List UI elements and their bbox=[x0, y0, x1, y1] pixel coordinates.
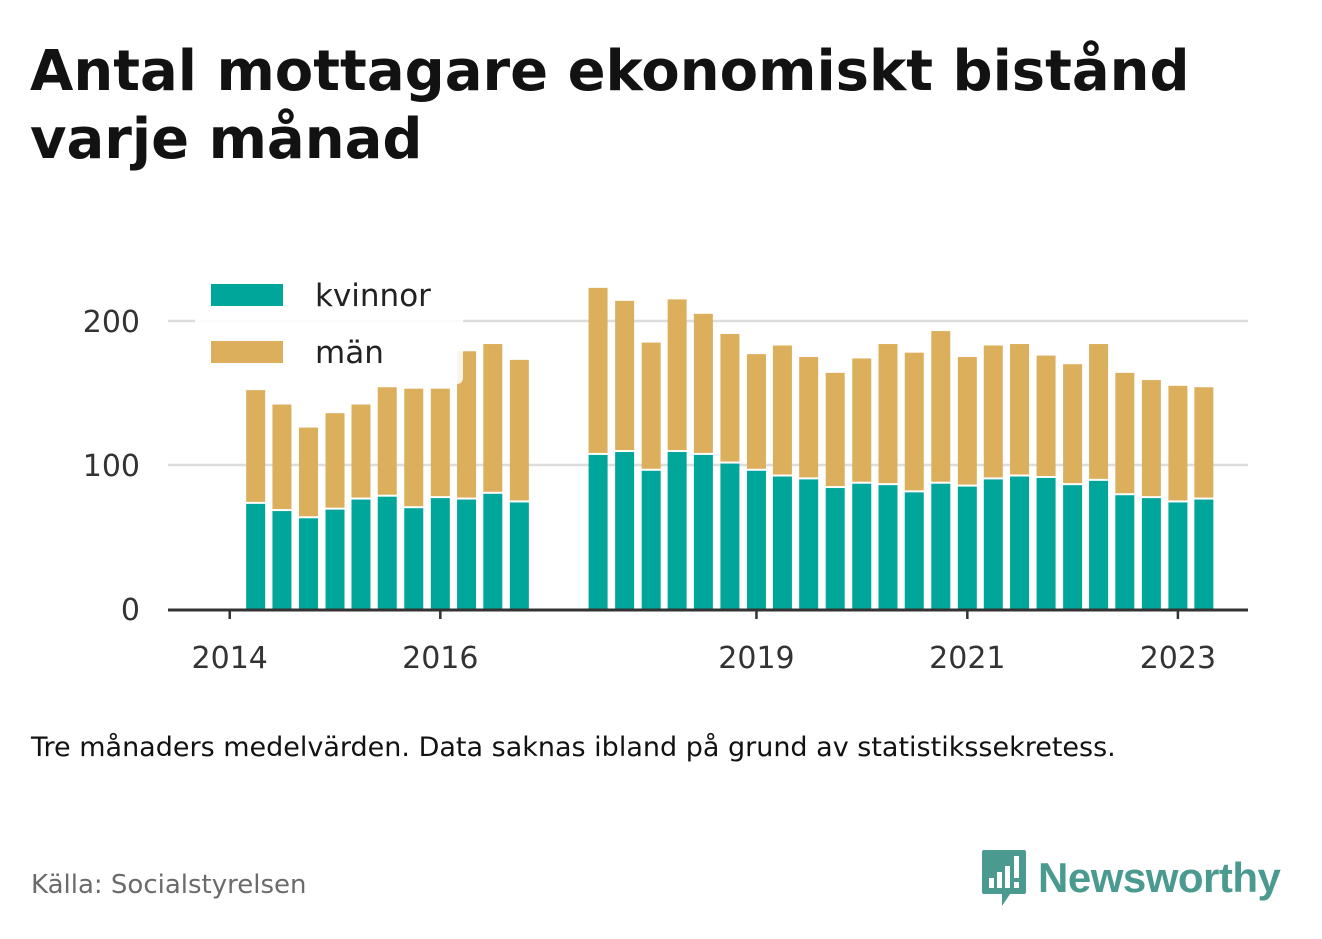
bar-kvinnor bbox=[588, 454, 608, 609]
bar-man bbox=[430, 388, 450, 497]
bar-man bbox=[404, 388, 424, 507]
y-tick-label: 200 bbox=[83, 305, 140, 340]
bar-kvinnor bbox=[931, 483, 951, 609]
bar-man bbox=[772, 345, 792, 475]
y-tick-label: 0 bbox=[121, 593, 140, 628]
x-tick-label: 2014 bbox=[192, 641, 268, 676]
legend: kvinnor män bbox=[195, 272, 463, 384]
bar-kvinnor bbox=[1063, 485, 1083, 609]
bar-man bbox=[1063, 364, 1083, 484]
x-tick-label: 2023 bbox=[1140, 641, 1216, 676]
x-tick-label: 2021 bbox=[929, 641, 1005, 676]
bar-man bbox=[799, 357, 819, 478]
bar-man bbox=[325, 413, 345, 508]
bar-kvinnor bbox=[1036, 477, 1056, 609]
bar-kvinnor bbox=[799, 479, 819, 609]
bar-man bbox=[272, 404, 292, 510]
chart-note: Tre månaders medelvärden. Data saknas ib… bbox=[31, 732, 1116, 763]
bar-man bbox=[615, 300, 635, 451]
bar-kvinnor bbox=[1194, 499, 1214, 609]
bar-kvinnor bbox=[693, 454, 713, 609]
chart-title: Antal mottagare ekonomiskt bistånd varje… bbox=[30, 39, 1190, 172]
bar-kvinnor bbox=[483, 493, 503, 609]
x-tick-label: 2016 bbox=[402, 641, 478, 676]
bar-kvinnor bbox=[377, 496, 397, 609]
bar-kvinnor bbox=[615, 452, 635, 609]
bar-kvinnor bbox=[772, 476, 792, 609]
bar-man bbox=[720, 333, 740, 462]
bar-kvinnor bbox=[878, 485, 898, 609]
bar-kvinnor bbox=[720, 463, 740, 609]
bar-kvinnor bbox=[957, 486, 977, 609]
bar-kvinnor bbox=[325, 509, 345, 609]
bar-man bbox=[588, 287, 608, 453]
bar-kvinnor bbox=[825, 488, 845, 609]
legend-swatch-man bbox=[211, 341, 283, 363]
bar-man bbox=[667, 299, 687, 451]
bar-man bbox=[693, 313, 713, 453]
bar-chart: 0 100 200 2014 2016 2019 2021 2023 kvinnor män bbox=[82, 272, 1248, 676]
bar-kvinnor bbox=[1089, 480, 1109, 609]
bar-man bbox=[1036, 355, 1056, 476]
bar-kvinnor bbox=[457, 499, 477, 609]
bar-man bbox=[852, 358, 872, 482]
bar-man bbox=[904, 352, 924, 491]
bar-kvinnor bbox=[1115, 495, 1135, 609]
bar-kvinnor bbox=[404, 508, 424, 609]
bar-man bbox=[825, 372, 845, 487]
bar-man bbox=[957, 357, 977, 485]
bar-kvinnor bbox=[904, 492, 924, 609]
bar-chart-speech-bubble-icon bbox=[982, 850, 1026, 906]
bar-man bbox=[1141, 380, 1161, 497]
bar-kvinnor bbox=[1010, 476, 1030, 609]
bar-kvinnor bbox=[641, 470, 661, 609]
bar-man bbox=[931, 331, 951, 482]
source-label: Källa: Socialstyrelsen bbox=[31, 870, 307, 900]
bar-man bbox=[457, 351, 477, 498]
bar-kvinnor bbox=[298, 518, 318, 609]
bar-man bbox=[351, 404, 371, 498]
bar-kvinnor bbox=[983, 479, 1003, 609]
bar-man bbox=[246, 390, 266, 502]
y-tick-label: 100 bbox=[83, 449, 140, 484]
bar-kvinnor bbox=[1168, 502, 1188, 609]
bar-man bbox=[509, 359, 529, 501]
bar-kvinnor bbox=[852, 483, 872, 609]
bar-man bbox=[298, 427, 318, 517]
bar-kvinnor bbox=[509, 502, 529, 609]
bar-man bbox=[641, 342, 661, 469]
legend-swatch-kvinnor bbox=[211, 284, 283, 306]
bar-man bbox=[983, 345, 1003, 478]
x-tick-label: 2019 bbox=[718, 641, 794, 676]
bar-kvinnor bbox=[430, 498, 450, 609]
bar-kvinnor bbox=[272, 511, 292, 609]
bar-kvinnor bbox=[667, 452, 687, 609]
legend-label-kvinnor: kvinnor bbox=[315, 278, 431, 314]
bar-man bbox=[1168, 385, 1188, 501]
bar-man bbox=[1194, 387, 1214, 498]
bar-man bbox=[1115, 372, 1135, 494]
bar-kvinnor bbox=[1141, 498, 1161, 609]
bar-man bbox=[1089, 344, 1109, 479]
bar-kvinnor bbox=[246, 503, 266, 609]
bar-man bbox=[1010, 344, 1030, 475]
legend-label-man: män bbox=[315, 335, 384, 371]
bars bbox=[246, 287, 1214, 609]
brand-name: Newsworthy bbox=[1038, 854, 1281, 901]
axes: 0 100 200 2014 2016 2019 2021 2023 bbox=[83, 305, 1248, 676]
bar-man bbox=[746, 354, 766, 469]
bar-man bbox=[878, 344, 898, 484]
bar-kvinnor bbox=[746, 470, 766, 609]
brand[interactable]: Newsworthy bbox=[980, 848, 1281, 908]
bar-kvinnor bbox=[351, 499, 371, 609]
bar-man bbox=[377, 387, 397, 495]
bar-man bbox=[483, 344, 503, 492]
